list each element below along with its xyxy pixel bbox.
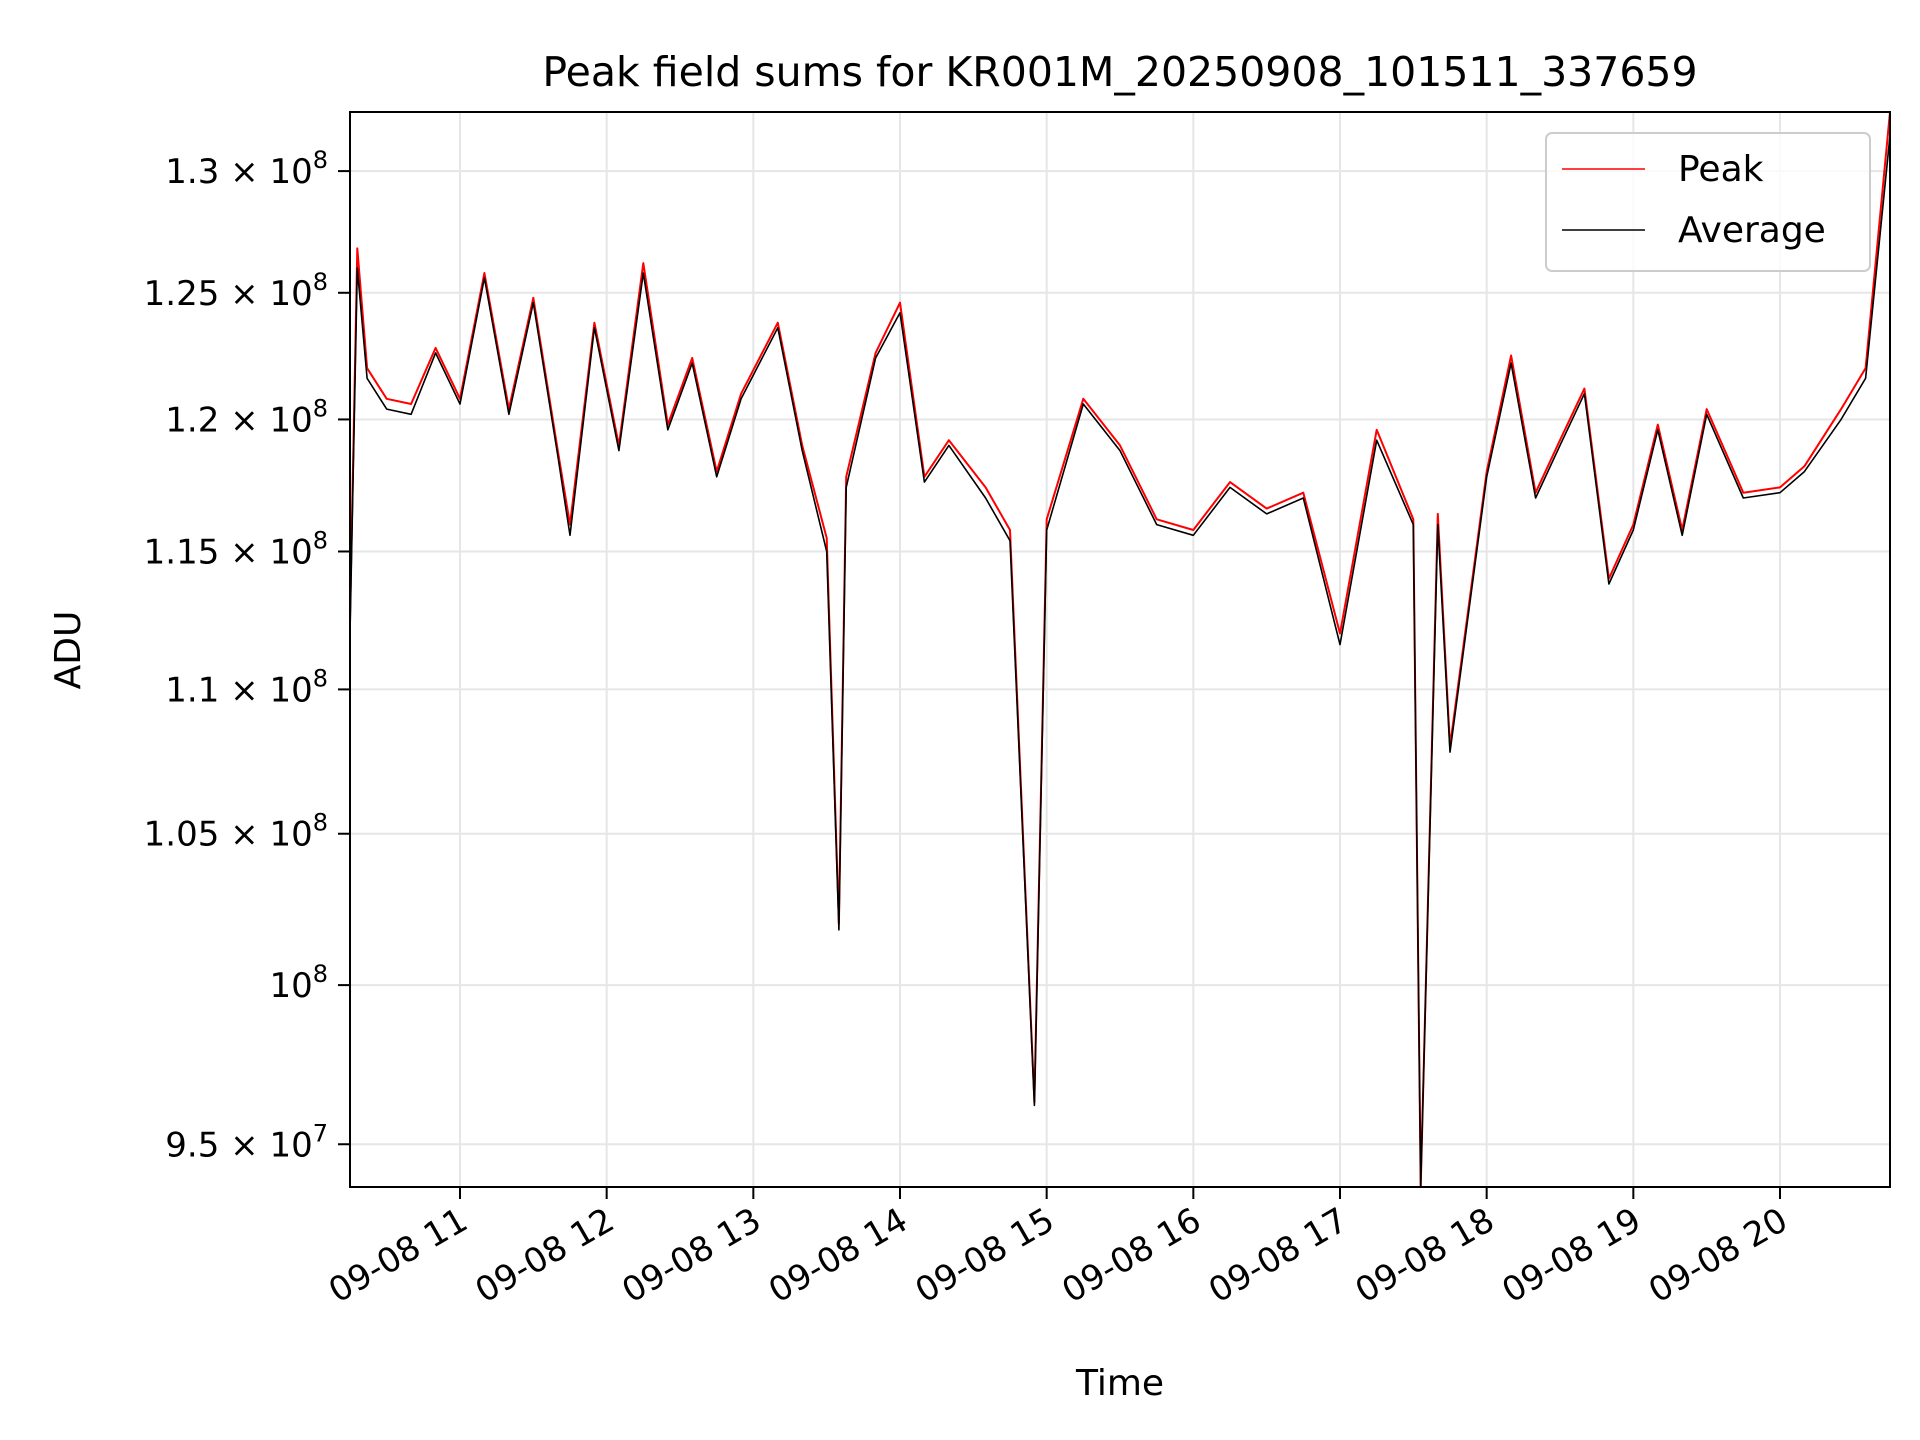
series-layer	[349, 111, 1891, 1188]
y-tick-label: 1.1 × 108	[165, 664, 328, 710]
y-tick-label: 1.25 × 108	[144, 268, 328, 314]
chart-title: Peak field sums for KR001M_20250908_1015…	[542, 48, 1697, 96]
gridlines	[350, 112, 1890, 1187]
y-axis-label: ADU	[48, 611, 89, 690]
y-axis: 9.5 × 107 108 1.05 × 108 1.1 × 108 1.15 × 10…	[144, 146, 350, 1165]
series-line-average	[349, 135, 1891, 1188]
y-tick-label: 108	[269, 960, 328, 1006]
y-tick-label: 9.5 × 107	[165, 1119, 328, 1165]
y-tick-label: 1.2 × 108	[165, 394, 328, 440]
x-axis-label: Time	[1075, 1363, 1164, 1404]
y-tick-label: 1.05 × 108	[144, 809, 328, 855]
legend: Peak Average	[1545, 132, 1871, 272]
y-tick-label: 1.15 × 108	[144, 526, 328, 572]
legend-label-average: Average	[1678, 210, 1826, 251]
legend-box	[1545, 132, 1871, 272]
y-tick-label: 1.3 × 108	[165, 146, 328, 192]
legend-label-peak: Peak	[1678, 149, 1764, 190]
plot-frame	[349, 111, 1891, 1188]
